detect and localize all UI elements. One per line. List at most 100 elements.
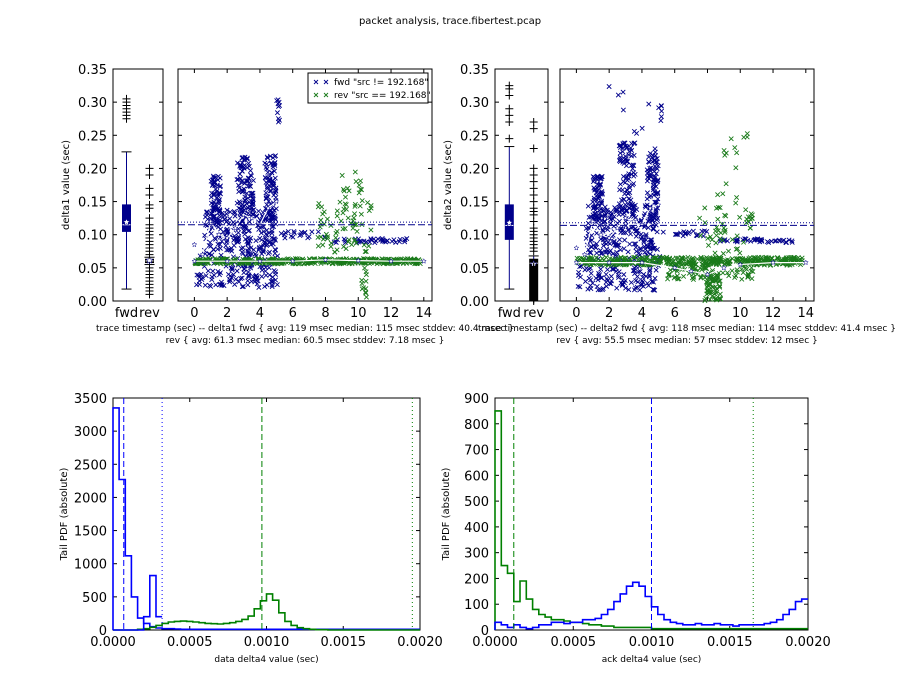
data-point <box>636 250 642 256</box>
data-point <box>342 237 348 243</box>
data-point <box>324 236 330 242</box>
data-point <box>209 183 215 189</box>
data-point <box>229 265 235 271</box>
data-point <box>230 219 236 225</box>
flier-point <box>529 144 538 153</box>
data-point <box>397 236 403 242</box>
data-point <box>215 241 221 247</box>
plot-frame <box>559 68 815 302</box>
data-point <box>215 246 221 252</box>
data-point <box>747 225 753 231</box>
data-point <box>252 251 258 257</box>
data-point <box>309 229 315 235</box>
x-axis-label: data delta4 value (sec) <box>214 655 318 665</box>
data-point <box>356 182 362 188</box>
data-point <box>626 287 632 293</box>
data-point <box>215 269 221 275</box>
y-tick-label: 700 <box>464 444 489 459</box>
data-point <box>599 213 605 219</box>
data-point <box>593 275 599 281</box>
data-point <box>614 242 621 248</box>
data-point <box>328 244 334 250</box>
data-point <box>270 257 276 263</box>
figure-title: packet analysis, trace.fibertest.pcap <box>359 16 541 27</box>
data-point <box>734 267 740 273</box>
data-point <box>598 200 604 206</box>
data-point <box>720 251 726 257</box>
data-point <box>253 213 260 219</box>
data-point <box>631 208 637 214</box>
data-point <box>210 268 216 274</box>
data-point <box>592 186 598 192</box>
flier-point <box>505 104 514 113</box>
data-point <box>232 210 238 216</box>
y-tick-label: 0.00 <box>460 295 489 310</box>
data-point <box>628 201 634 207</box>
data-point <box>741 134 747 140</box>
data-point <box>717 291 723 297</box>
data-point <box>625 249 631 255</box>
data-point <box>217 272 223 278</box>
data-point <box>658 118 664 124</box>
data-point <box>361 285 367 291</box>
data-point <box>630 211 636 217</box>
data-point <box>626 205 632 211</box>
data-point <box>614 285 620 291</box>
data-point <box>331 239 337 245</box>
data-point <box>255 278 261 284</box>
data-point <box>586 214 592 220</box>
y-tick-label: 0.15 <box>460 196 489 211</box>
mean-marker <box>265 205 272 211</box>
data-point <box>587 249 593 255</box>
data-point <box>623 285 629 291</box>
data-point <box>207 256 213 262</box>
data-point <box>267 173 273 179</box>
legend-entry-fwd: fwd "src != 192.168" <box>334 78 428 88</box>
data-point <box>256 208 262 214</box>
data-point <box>621 272 627 278</box>
data-point <box>599 198 605 204</box>
data-point <box>365 200 371 206</box>
data-point <box>604 246 610 252</box>
data-point <box>615 220 621 226</box>
data-point <box>345 185 351 191</box>
x-tick-label: 0 <box>190 306 198 321</box>
data-point <box>620 149 626 155</box>
data-point <box>363 294 369 300</box>
data-point <box>352 169 358 175</box>
data-point <box>615 275 622 281</box>
data-point <box>633 248 639 254</box>
data-point <box>596 270 602 276</box>
x-axis-label-line1: trace timestamp (sec) -- delta2 fwd { av… <box>478 324 896 334</box>
data-point <box>315 243 321 249</box>
data-point <box>334 213 340 219</box>
y-tick-label: 0.35 <box>460 63 489 78</box>
flier-point <box>505 81 514 90</box>
data-point <box>363 248 369 254</box>
data-point <box>337 260 343 266</box>
data-point <box>595 174 601 180</box>
data-point <box>749 265 755 271</box>
data-point <box>622 237 628 243</box>
data-point <box>253 273 259 279</box>
data-point <box>594 230 600 236</box>
data-point <box>264 166 270 172</box>
x-axis-label-line2: rev { avg: 61.3 msec median: 60.5 msec s… <box>166 336 445 346</box>
flier-point <box>505 134 514 143</box>
legend-entry-rev: rev "src == 192.168" <box>334 91 431 101</box>
data-point <box>606 250 612 256</box>
flier-point <box>145 184 154 193</box>
category-label: fwd <box>498 306 521 321</box>
data-point <box>646 101 652 107</box>
x-tick-label: 0.0005 <box>167 635 213 650</box>
data-point <box>401 257 407 263</box>
data-point <box>231 242 237 248</box>
data-point <box>203 273 209 279</box>
data-point <box>264 282 270 288</box>
data-point <box>379 236 385 242</box>
data-point <box>204 210 210 216</box>
data-point <box>646 194 652 200</box>
data-point <box>732 274 738 281</box>
data-point <box>292 256 298 262</box>
flier-point <box>145 263 154 272</box>
